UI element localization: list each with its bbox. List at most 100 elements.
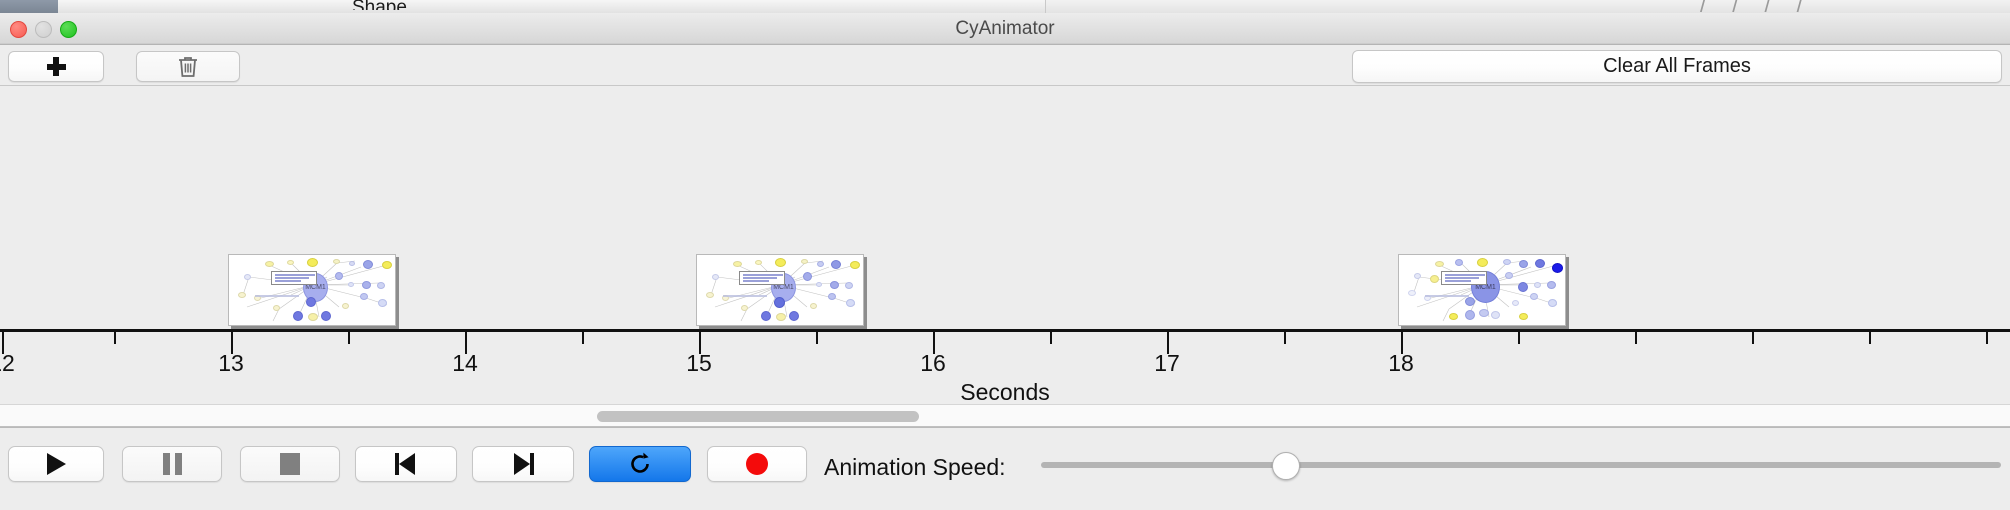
axis-tick-label: 14 xyxy=(452,350,478,376)
graph-node xyxy=(1503,259,1511,265)
axis-tick-major xyxy=(1167,332,1169,354)
axis-tick-minor xyxy=(1518,332,1520,344)
graph-node xyxy=(774,297,785,308)
graph-annotation xyxy=(255,295,299,297)
graph-node xyxy=(712,274,719,280)
axis-tick-minor xyxy=(1986,332,1988,344)
skip-start-button[interactable] xyxy=(355,446,457,482)
graph-node xyxy=(308,313,318,321)
graph-node xyxy=(801,259,808,264)
delete-frame-button[interactable] xyxy=(136,51,240,82)
graph-node xyxy=(342,303,349,309)
graph-node xyxy=(1414,273,1421,279)
bg-tab xyxy=(605,0,846,13)
axis-tick-minor xyxy=(1050,332,1052,344)
timeline-axis xyxy=(0,329,2010,332)
graph-node xyxy=(817,261,824,267)
graph-node xyxy=(1408,290,1416,296)
bg-tab xyxy=(445,0,606,13)
graph-node xyxy=(828,293,836,300)
axis-tick-minor xyxy=(1869,332,1871,344)
loop-icon xyxy=(631,452,649,473)
graph-node xyxy=(775,258,786,267)
node-tooltip xyxy=(271,271,317,285)
graph-node xyxy=(335,272,343,280)
playback-controls: Animation Speed: xyxy=(0,427,2010,510)
graph-node xyxy=(761,311,771,321)
timeline-panel[interactable]: MCM1 xyxy=(0,86,2010,404)
node-tooltip xyxy=(1441,271,1487,285)
frame-thumbnail[interactable]: MCM1 xyxy=(228,254,396,326)
bg-tab xyxy=(235,0,306,13)
pause-button[interactable] xyxy=(122,446,222,482)
frame-thumbnail[interactable]: MCM1 xyxy=(1398,254,1566,326)
axis-tick-label: 16 xyxy=(920,350,946,376)
graph-node xyxy=(850,261,860,269)
frame-thumbnail[interactable]: MCM1 xyxy=(696,254,864,326)
graph-node xyxy=(846,299,855,307)
close-button[interactable] xyxy=(10,21,27,38)
graph-node xyxy=(831,260,841,269)
axis-tick-minor xyxy=(582,332,584,344)
graph-node xyxy=(1477,258,1488,267)
graph-node xyxy=(333,259,340,264)
bg-window-glyphs: / / / / xyxy=(1700,0,1813,13)
graph-node xyxy=(1519,260,1528,268)
background-window-strip: Shape / / / / xyxy=(0,0,2010,13)
network-preview: MCM1 xyxy=(229,255,395,325)
record-button[interactable] xyxy=(707,446,807,482)
zoom-button[interactable] xyxy=(60,21,77,38)
network-preview: MCM1 xyxy=(1399,255,1565,325)
network-preview: MCM1 xyxy=(697,255,863,325)
animation-speed-label: Animation Speed: xyxy=(824,454,1006,480)
axis-tick-major xyxy=(1401,332,1403,354)
graph-node xyxy=(1530,293,1538,300)
skip-previous-icon xyxy=(395,453,417,475)
skip-end-button[interactable] xyxy=(472,446,574,482)
graph-node xyxy=(265,261,274,267)
axis-tick-label: 13 xyxy=(218,350,244,376)
animation-speed-slider[interactable] xyxy=(1041,462,2001,468)
graph-node xyxy=(362,281,371,289)
axis-tick-label: 17 xyxy=(1154,350,1180,376)
axis-tick-major xyxy=(933,332,935,354)
graph-node xyxy=(1465,310,1475,320)
graph-node xyxy=(845,282,853,289)
graph-node xyxy=(378,299,387,307)
window-controls xyxy=(10,21,77,38)
bg-window-label: Shape xyxy=(352,0,407,10)
graph-annotation xyxy=(723,295,767,297)
stop-icon xyxy=(280,453,300,475)
axis-tick-major xyxy=(231,332,233,354)
scrollbar-thumb[interactable] xyxy=(597,411,919,422)
bg-tab xyxy=(58,0,184,13)
timeline-scrollbar[interactable] xyxy=(0,404,2010,427)
axis-tick-label: 18 xyxy=(1388,350,1414,376)
graph-node xyxy=(1547,281,1556,289)
animation-speed-slider-thumb[interactable] xyxy=(1272,452,1300,480)
graph-node xyxy=(273,305,280,311)
play-icon xyxy=(46,453,66,475)
graph-node xyxy=(306,297,316,307)
axis-tick-minor xyxy=(1635,332,1637,344)
graph-node xyxy=(1505,272,1513,279)
graph-node xyxy=(1449,313,1458,320)
skip-next-icon xyxy=(512,453,534,475)
stop-button[interactable] xyxy=(240,446,340,482)
graph-node xyxy=(830,281,839,289)
clear-all-frames-button[interactable]: Clear All Frames xyxy=(1352,50,2002,83)
add-frame-button[interactable] xyxy=(8,51,104,82)
loop-button[interactable] xyxy=(589,446,691,482)
record-icon xyxy=(746,453,768,475)
play-button[interactable] xyxy=(8,446,104,482)
graph-node-highlight xyxy=(1552,263,1563,273)
axis-tick-minor xyxy=(1284,332,1286,344)
graph-node xyxy=(1519,313,1528,320)
graph-node xyxy=(741,305,748,311)
minimize-button[interactable] xyxy=(35,21,52,38)
graph-node xyxy=(1455,259,1463,266)
graph-node xyxy=(755,260,762,265)
graph-node xyxy=(1479,309,1489,317)
graph-node xyxy=(1430,275,1439,283)
graph-node xyxy=(1491,311,1500,319)
